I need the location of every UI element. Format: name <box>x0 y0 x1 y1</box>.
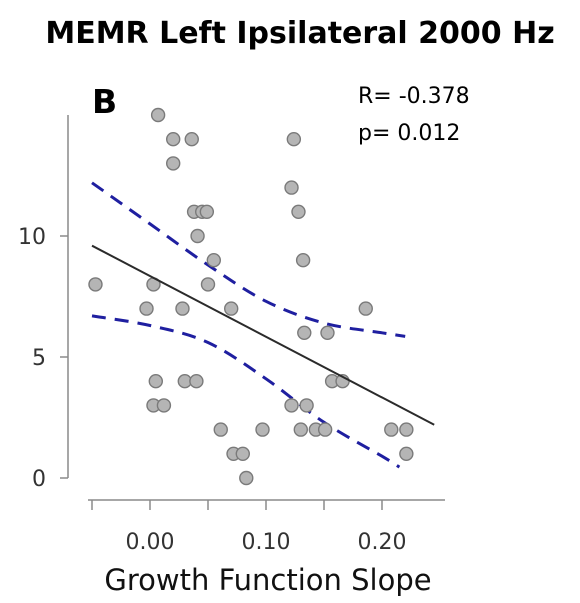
data-point <box>299 398 314 413</box>
data-point <box>399 446 414 461</box>
data-point <box>358 301 373 316</box>
data-point <box>239 470 254 486</box>
x-tick-label: 0.10 <box>242 530 291 555</box>
data-point <box>235 446 251 461</box>
x-axis-title: Growth Function Slope <box>104 563 431 597</box>
data-point <box>190 228 205 244</box>
data-point <box>223 301 239 316</box>
data-point <box>184 131 199 147</box>
y-tick-label: 0 <box>32 467 46 492</box>
data-point <box>384 422 399 437</box>
y-tick-label: 5 <box>32 346 46 371</box>
data-point <box>206 253 222 268</box>
data-point <box>175 301 190 316</box>
data-point <box>291 204 306 220</box>
confidence-bands <box>91 181 406 469</box>
chart-title: MEMR Left Ipsilateral 2000 Hz <box>45 16 554 51</box>
regression-line <box>91 244 435 426</box>
data-point <box>297 325 312 340</box>
data-point <box>295 253 311 268</box>
data-point <box>399 422 414 437</box>
data-points <box>88 107 414 486</box>
y-tick-label: 10 <box>18 225 46 250</box>
data-point <box>213 422 228 437</box>
data-point <box>139 301 154 316</box>
data-point <box>199 204 215 220</box>
data-point <box>189 374 204 389</box>
x-axis-ticks: 0.00 0.10 0.20 <box>91 500 407 555</box>
data-point <box>200 277 216 292</box>
panel-label: B <box>92 82 117 121</box>
lower-confidence-band <box>91 314 401 469</box>
data-point <box>284 180 299 195</box>
data-point <box>88 277 103 292</box>
data-point <box>148 374 164 389</box>
data-point <box>293 422 308 437</box>
correlation-annotation: R= -0.378 <box>358 84 470 109</box>
x-tick-label: 0.00 <box>126 530 175 555</box>
upper-confidence-band <box>91 181 406 338</box>
data-point <box>156 398 172 413</box>
regression-fit <box>91 244 435 426</box>
plot-area: 0 5 10 0.00 0.10 0.20 <box>18 107 445 555</box>
data-point <box>286 131 302 147</box>
data-point <box>165 131 181 147</box>
y-axis-ticks: 0 5 10 <box>18 225 68 492</box>
data-point <box>255 422 270 437</box>
p-value-annotation: p= 0.012 <box>358 121 460 146</box>
data-point <box>317 422 333 437</box>
x-tick-label: 0.20 <box>358 530 407 555</box>
data-point <box>284 398 299 413</box>
data-point <box>150 107 166 123</box>
data-point <box>320 325 335 340</box>
data-point <box>165 156 181 171</box>
